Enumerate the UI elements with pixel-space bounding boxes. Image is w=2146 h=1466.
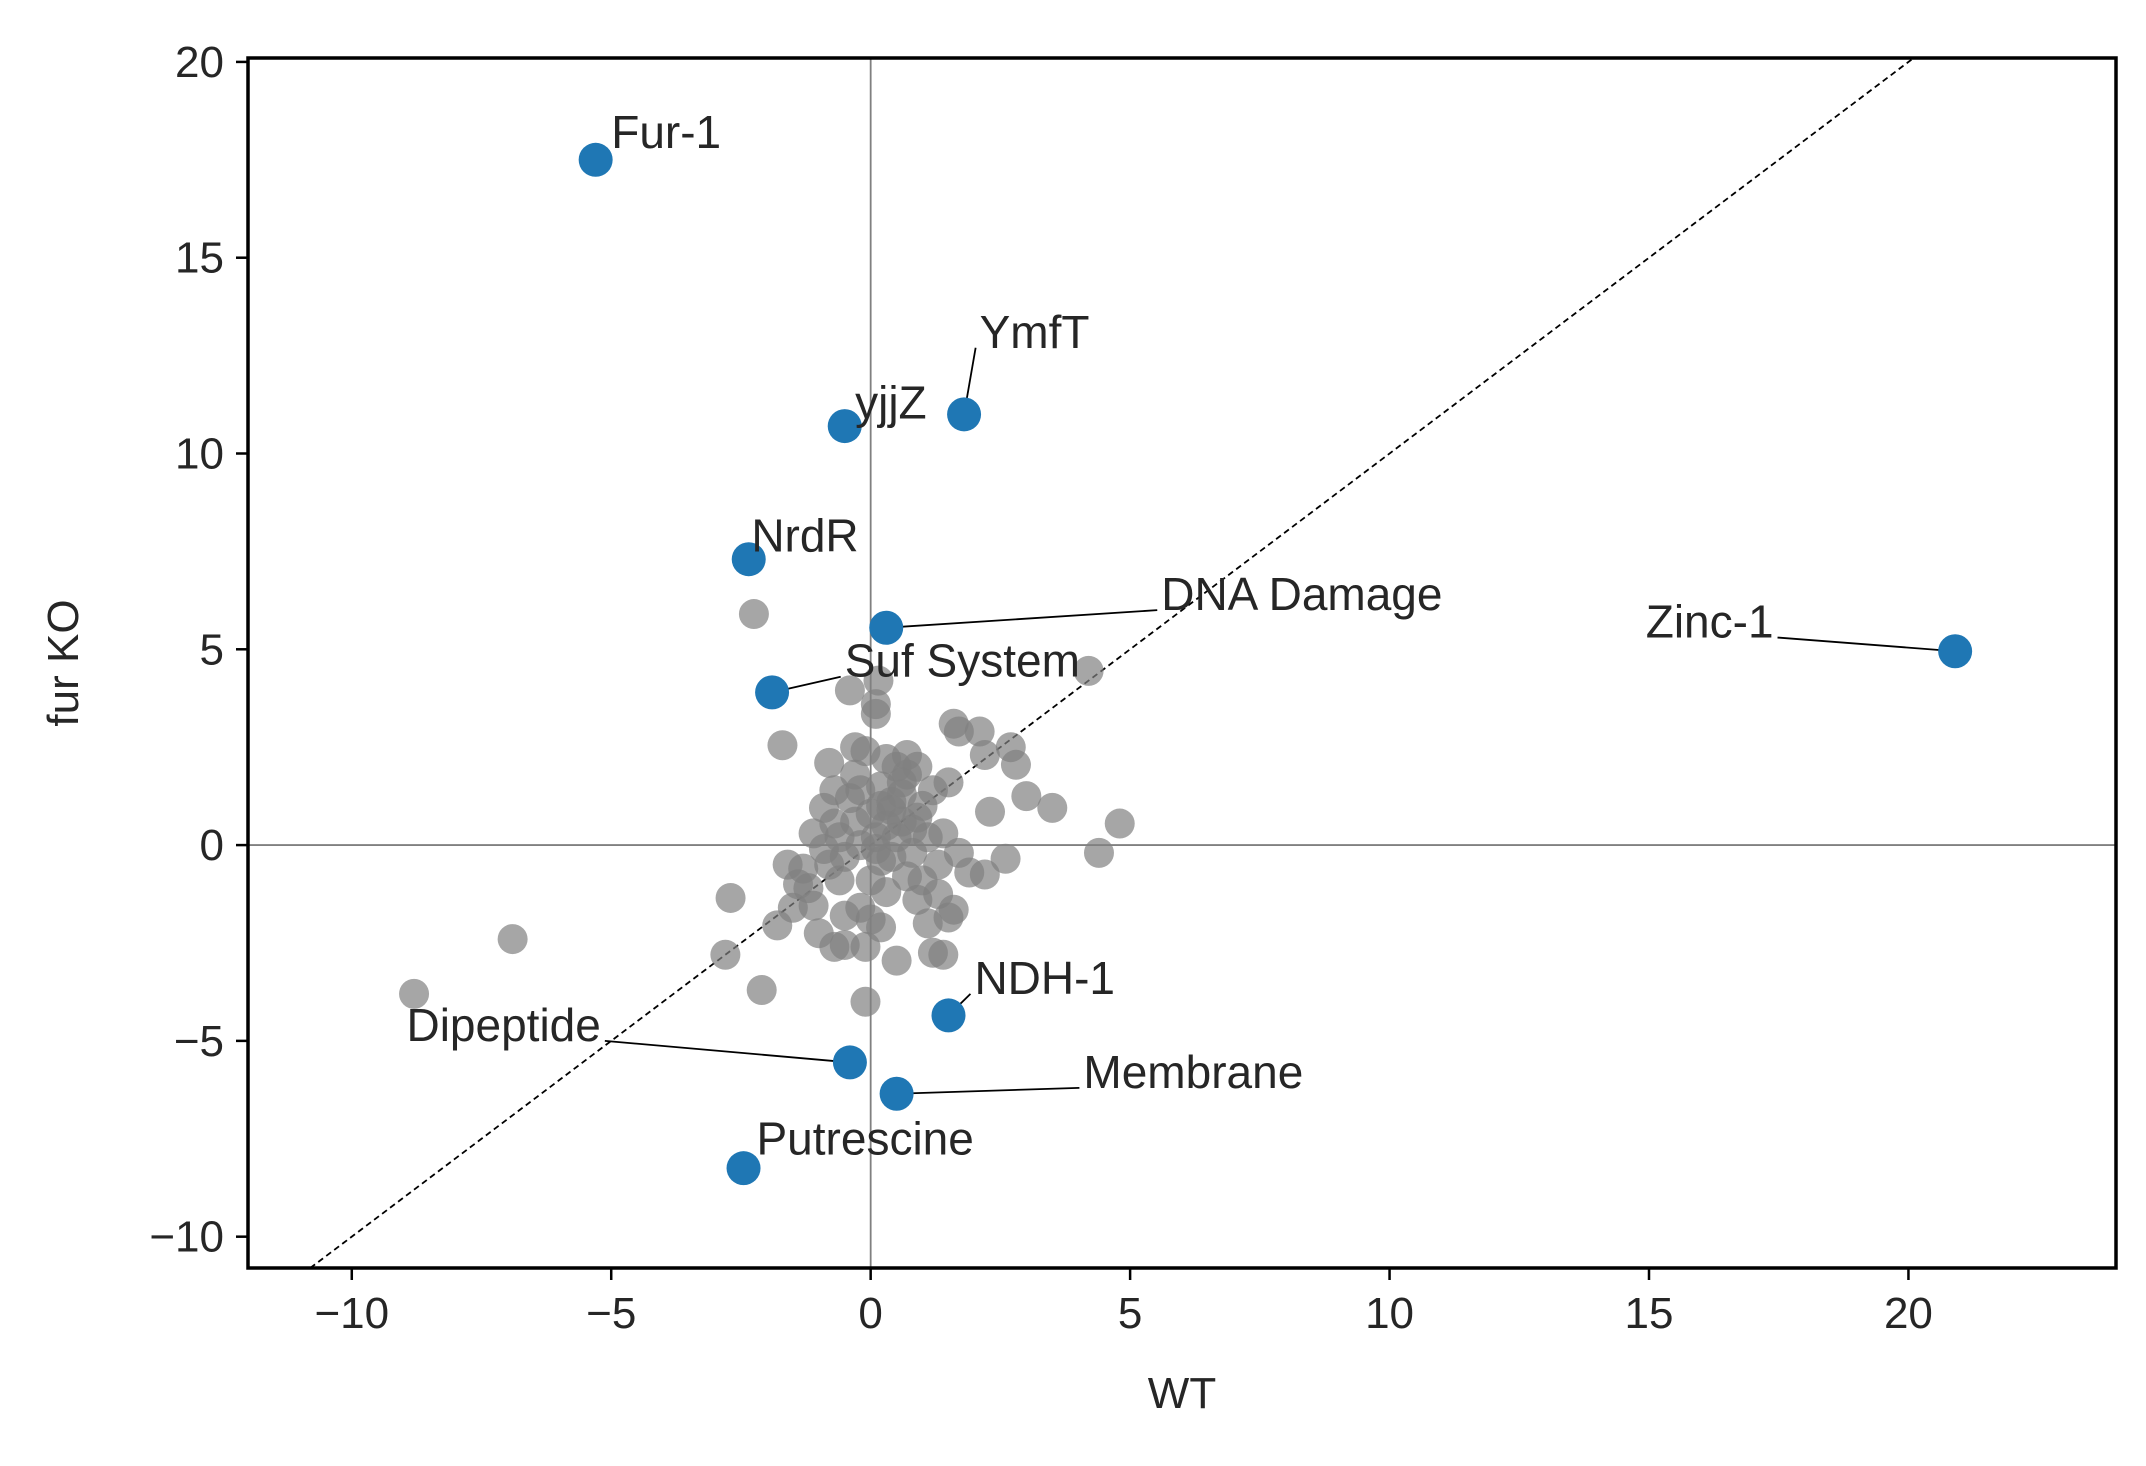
background-point (803, 918, 834, 949)
highlighted-point (578, 142, 613, 177)
background-point (829, 900, 860, 931)
background-point (876, 787, 907, 818)
point-label: YmfT (980, 306, 1090, 358)
background-point (969, 740, 1000, 771)
y-tick-label: −10 (149, 1213, 224, 1262)
highlighted-point (1938, 634, 1973, 669)
x-tick-label: 0 (858, 1289, 882, 1338)
y-axis-title: fur KO (39, 599, 88, 726)
background-point (860, 698, 891, 729)
background-point (912, 908, 943, 939)
background-point (1083, 837, 1114, 868)
highlighted-point (731, 542, 766, 577)
background-point (834, 675, 865, 706)
background-point (399, 978, 430, 1009)
highlighted-point (726, 1151, 761, 1186)
highlighted-point (869, 610, 904, 645)
background-point (917, 937, 948, 968)
x-tick-label: −10 (314, 1289, 389, 1338)
background-point (1011, 781, 1042, 812)
background-point (824, 822, 855, 853)
x-tick-label: 15 (1625, 1289, 1674, 1338)
y-tick-label: 5 (200, 625, 224, 674)
point-label: DNA Damage (1161, 568, 1442, 620)
highlighted-point (947, 397, 982, 432)
background-point (1073, 655, 1104, 686)
highlighted-points (578, 142, 1973, 1186)
background-point (777, 892, 808, 923)
background-point (855, 865, 886, 896)
point-label: Fur-1 (611, 106, 721, 158)
background-point (1037, 792, 1068, 823)
leader-line (604, 1039, 850, 1064)
point-label: Putrescine (757, 1112, 974, 1164)
background-point (902, 802, 933, 833)
highlighted-point (755, 675, 790, 710)
background-point (917, 775, 948, 806)
background-point (990, 843, 1021, 874)
point-label: Suf System (845, 635, 1080, 687)
background-point (746, 974, 777, 1005)
background-point (943, 716, 974, 747)
background-points (399, 599, 1135, 1017)
background-point (845, 775, 876, 806)
background-point (1104, 808, 1135, 839)
point-label: yjjZ (855, 376, 927, 428)
background-point (863, 665, 894, 696)
leader-line (1777, 636, 1956, 653)
highlighted-point (827, 409, 862, 444)
y-tick-label: 0 (200, 821, 224, 870)
y-axis-ticks: −10 −5 0 5 10 15 20 (149, 38, 248, 1262)
point-label: NrdR (751, 509, 858, 561)
reference-lines (248, 57, 2116, 1269)
y-tick-label: 15 (175, 234, 224, 283)
background-point (738, 599, 769, 630)
x-tick-label: 5 (1118, 1289, 1142, 1338)
point-label: Zinc-1 (1646, 596, 1774, 648)
background-point (995, 732, 1026, 763)
background-point (710, 939, 741, 970)
background-point (788, 853, 819, 884)
x-tick-label: 10 (1365, 1289, 1414, 1338)
background-point (907, 865, 938, 896)
background-point (715, 882, 746, 913)
background-point (497, 924, 528, 955)
leader-line (896, 1086, 1080, 1095)
x-axis-title: WT (1148, 1369, 1216, 1418)
x-axis-ticks: −10 −5 0 5 10 15 20 (314, 1268, 1933, 1338)
point-label: NDH-1 (974, 952, 1115, 1004)
y-tick-label: 10 (175, 430, 224, 479)
point-label: Membrane (1083, 1046, 1303, 1098)
highlighted-point (879, 1076, 914, 1111)
highlighted-point (931, 998, 966, 1033)
diagonal-reference-line (309, 57, 1915, 1269)
highlighted-point (832, 1045, 867, 1080)
x-tick-label: 20 (1884, 1289, 1933, 1338)
point-label: Dipeptide (406, 999, 600, 1051)
background-point (860, 834, 891, 865)
background-point (975, 796, 1006, 827)
background-point (850, 986, 881, 1017)
plot-frame (246, 56, 2118, 1270)
background-point (964, 716, 995, 747)
background-point (866, 912, 897, 943)
x-tick-label: −5 (586, 1289, 636, 1338)
leader-line (886, 609, 1158, 629)
background-point (814, 747, 845, 778)
background-point (767, 730, 798, 761)
background-point (819, 775, 850, 806)
y-tick-label: 20 (175, 38, 224, 87)
background-point (928, 818, 959, 849)
background-point (897, 837, 928, 868)
y-tick-label: −5 (174, 1017, 224, 1066)
background-point (881, 945, 912, 976)
annotation-labels: Fur-1 YmfT yjjZ NrdR DNA Damage Zinc-1 Suf Sys… (406, 106, 1773, 1164)
background-point (871, 810, 902, 841)
background-point (891, 740, 922, 771)
